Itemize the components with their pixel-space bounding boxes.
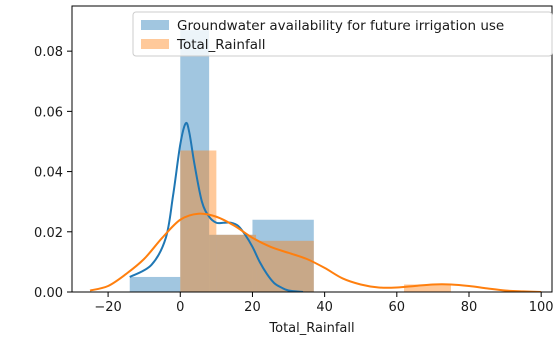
y-tick-label: 0.00 — [34, 286, 63, 301]
y-tick-label: 0.06 — [34, 105, 63, 120]
histogram-bar-series-1 — [404, 284, 451, 292]
legend-swatch — [141, 39, 169, 49]
x-tick-label: 60 — [389, 300, 406, 315]
y-tick-label: 0.04 — [34, 166, 63, 181]
y-tick-label: 0.08 — [34, 45, 63, 60]
x-tick-label: 0 — [176, 300, 184, 315]
histogram-bar-series-0 — [129, 276, 181, 292]
legend-box — [132, 11, 553, 57]
histogram-bar-series-1 — [180, 150, 217, 292]
legend: Groundwater availability for future irri… — [132, 11, 553, 57]
x-tick-label: 80 — [461, 300, 478, 315]
x-tick-label: 40 — [316, 300, 333, 315]
x-tick-label: −20 — [94, 300, 121, 315]
x-tick-label: 20 — [244, 300, 261, 315]
axes: −20 0 20 40 60 80 100 0.00 0.02 0.04 0.06 0.08 — [34, 5, 554, 315]
legend-label: Groundwater availability for future irri… — [177, 18, 504, 34]
plot-clip-group — [89, 30, 542, 292]
histogram-bar-series-0 — [252, 219, 314, 292]
y-tick-label: 0.02 — [34, 226, 63, 241]
axes-frame — [71, 5, 553, 293]
kde-line-series-1 — [89, 212, 542, 292]
legend-swatch — [141, 20, 169, 30]
kde-line-series-0 — [129, 121, 304, 292]
plot-area — [89, 30, 542, 292]
x-axis-label: Total_Rainfall — [268, 321, 354, 336]
x-tick-label: 100 — [529, 300, 554, 315]
histogram-bar-series-0 — [209, 234, 253, 292]
histogram-bar-series-1 — [216, 234, 257, 292]
legend-label: Total_Rainfall — [176, 37, 265, 53]
histogram-bar-series-1 — [256, 240, 314, 292]
